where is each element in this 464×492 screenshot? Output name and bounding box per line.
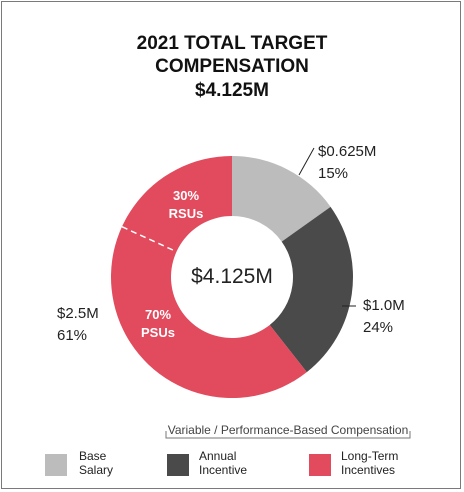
psu-percent-label: 70%	[145, 307, 171, 322]
legend-swatch-ltip	[309, 454, 331, 476]
chart-title-line-1: 2021 TOTAL TARGET	[137, 33, 328, 54]
psu-name-label: PSUs	[141, 325, 175, 340]
annual-incentive-amount-label: $1.0M	[363, 297, 405, 314]
rsu-psu-divider	[121, 226, 177, 253]
bracket-label: Variable / Performance-Based Compensatio…	[168, 423, 409, 437]
slice-annual	[269, 206, 353, 373]
base-salary-percent-label: 15%	[318, 165, 348, 182]
legend-label-annual-line-1: Annual	[199, 449, 236, 463]
annual-incentive-percent-label: 24%	[363, 319, 393, 336]
base-salary-amount-label: $0.625M	[318, 143, 376, 160]
legend-label-base-line-2: Salary	[79, 463, 113, 477]
bracket-line	[165, 431, 411, 439]
rsu-name-label: RSUs	[169, 206, 204, 221]
legend-label-base-line-1: Base	[79, 449, 107, 463]
legend-label-ltip-line-2: Incentives	[341, 463, 395, 477]
long-term-amount-label: $2.5M	[57, 305, 99, 322]
slice-ltip	[110, 156, 307, 398]
donut-slices	[110, 156, 353, 398]
chart-title-line-2: COMPENSATION	[155, 56, 309, 77]
legend-label-annual-line-2: Incentive	[199, 463, 247, 477]
legend-swatch-base	[45, 454, 67, 476]
legend-swatch-annual	[167, 454, 189, 476]
chart-title-line-3: $4.125M	[195, 80, 269, 101]
base-salary-leader-line	[298, 147, 315, 176]
rsu-percent-label: 30%	[173, 188, 199, 203]
slice-base	[232, 156, 331, 242]
long-term-percent-label: 61%	[57, 327, 87, 344]
variable-comp-bracket: Variable / Performance-Based Compensatio…	[165, 423, 411, 439]
legend: Base Salary Annual Incentive Long-Term I…	[45, 449, 398, 477]
legend-label-ltip-line-1: Long-Term	[341, 449, 398, 463]
donut-center-label: $4.125M	[191, 265, 273, 288]
chart-title: 2021 TOTAL TARGET COMPENSATION $4.125M	[137, 33, 328, 101]
